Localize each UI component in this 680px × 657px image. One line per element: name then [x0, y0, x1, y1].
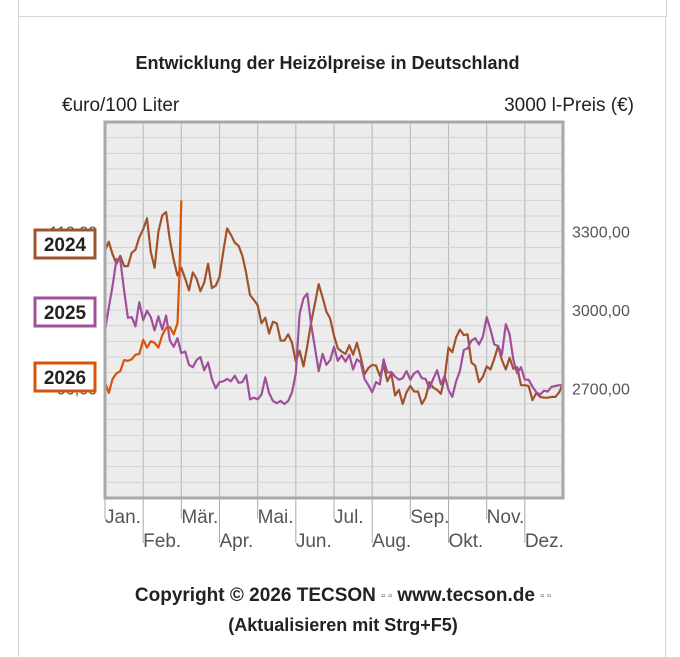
series-line-2024 — [103, 211, 565, 406]
footer-copyright: Copyright © 2026 TECSON ▫ ▫ www.tecson.d… — [0, 585, 680, 607]
month-label: Dez. — [525, 531, 564, 552]
separator-squares-2: ▫ ▫ — [540, 589, 552, 602]
refresh-note: (Aktualisieren mit Strg+F5) — [228, 615, 458, 635]
month-label: Aug. — [372, 531, 411, 552]
copyright-text: Copyright © 2026 TECSON — [134, 585, 376, 606]
right-axis: 3300,00 3000,00 2700,00 — [572, 225, 630, 399]
month-label: Sep. — [410, 507, 449, 528]
legend-box-2025 — [33, 296, 97, 328]
legend-box-2024 — [33, 228, 97, 260]
month-label: Feb. — [143, 531, 181, 552]
y2-tick-label: 3000,00 — [572, 303, 630, 320]
month-label: Okt. — [449, 531, 484, 552]
y2-tick-label: 3300,00 — [572, 225, 630, 242]
month-label: Jul. — [334, 507, 364, 528]
site-link[interactable]: www.tecson.de — [397, 585, 535, 606]
legend-label-2024: 2024 — [44, 235, 87, 256]
separator-squares: ▫ ▫ — [381, 589, 393, 602]
series-line-2025 — [103, 258, 563, 406]
series-lines — [103, 200, 565, 406]
legend: 2024 2025 2026 — [33, 228, 97, 393]
month-label: Apr. — [220, 531, 254, 552]
legend-label-2025: 2025 — [44, 303, 87, 324]
chart-card: Entwicklung der Heizölpreise in Deutschl… — [18, 16, 666, 657]
left-axis-unit: €uro/100 Liter — [62, 95, 180, 116]
right-axis-unit: 3000 l-Preis (€) — [504, 95, 634, 116]
month-label: Mai. — [258, 507, 294, 528]
legend-box-2026 — [33, 361, 97, 393]
series-line-2026 — [103, 200, 183, 395]
month-label: Mär. — [181, 507, 218, 528]
month-label: Jun. — [296, 531, 332, 552]
y2-tick-label: 2700,00 — [572, 381, 630, 398]
month-label: Jan. — [105, 507, 141, 528]
month-axis: Jan.Feb.Mär.Apr.Mai.Jun.Jul. Aug. Sep.Okt.… — [104, 498, 564, 552]
legend-label-2026: 2026 — [44, 368, 86, 389]
chart-svg: Jan.Feb.Mär.Apr.Mai.Jun.Jul. Aug. Sep.Okt.… — [33, 120, 630, 552]
chart-title: Entwicklung der Heizölpreise in Deutschl… — [135, 53, 520, 73]
month-label: Nov. — [487, 507, 525, 528]
